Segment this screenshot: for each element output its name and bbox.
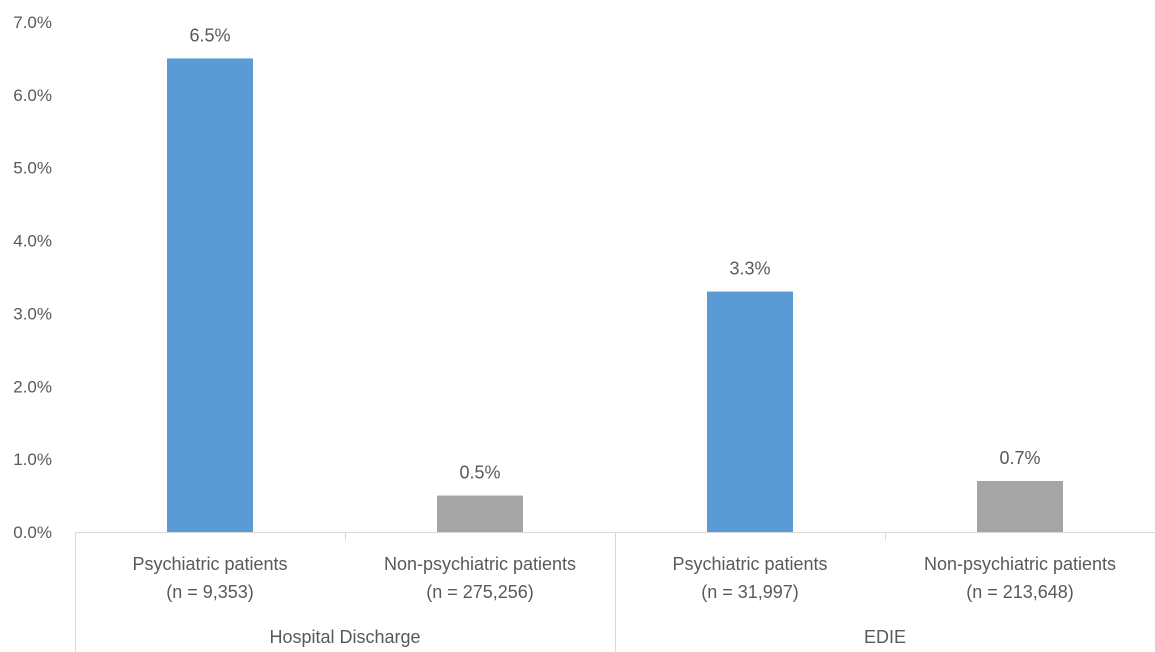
y-tick-label: 0.0% — [13, 523, 52, 542]
group-label: Hospital Discharge — [269, 627, 420, 647]
group-label: EDIE — [864, 627, 906, 647]
category-dividers — [75, 532, 886, 652]
category-label-line2: (n = 9,353) — [166, 582, 254, 602]
y-tick-label: 2.0% — [13, 377, 52, 396]
category-label-line1: Non-psychiatric patients — [384, 554, 576, 574]
group-labels: Hospital Discharge EDIE — [269, 627, 906, 647]
y-tick-label: 3.0% — [13, 304, 52, 323]
bar — [707, 291, 793, 532]
data-label: 0.5% — [459, 463, 500, 483]
category-label-line2: (n = 213,648) — [966, 582, 1074, 602]
data-labels: 6.5% 0.5% 3.3% 0.7% — [189, 25, 1040, 482]
y-axis-ticks: 0.0% 1.0% 2.0% 3.0% 4.0% 5.0% 6.0% 7.0% — [13, 13, 52, 542]
data-label: 6.5% — [189, 25, 230, 45]
data-label: 3.3% — [729, 259, 770, 279]
category-label-line1: Psychiatric patients — [672, 554, 827, 574]
category-label-line1: Non-psychiatric patients — [924, 554, 1116, 574]
category-label-line2: (n = 31,997) — [701, 582, 799, 602]
y-tick-label: 7.0% — [13, 13, 52, 32]
y-tick-label: 4.0% — [13, 232, 52, 251]
category-label-line2: (n = 275,256) — [426, 582, 534, 602]
bars — [167, 58, 1063, 533]
category-labels: Psychiatric patients (n = 9,353) Non-psych… — [132, 554, 1116, 602]
category-label-line1: Psychiatric patients — [132, 554, 287, 574]
data-label: 0.7% — [999, 448, 1040, 468]
y-tick-label: 1.0% — [13, 450, 52, 469]
y-tick-label: 6.0% — [13, 86, 52, 105]
bar — [437, 495, 523, 532]
y-tick-label: 5.0% — [13, 159, 52, 178]
bar — [977, 481, 1063, 532]
bar — [167, 58, 253, 533]
